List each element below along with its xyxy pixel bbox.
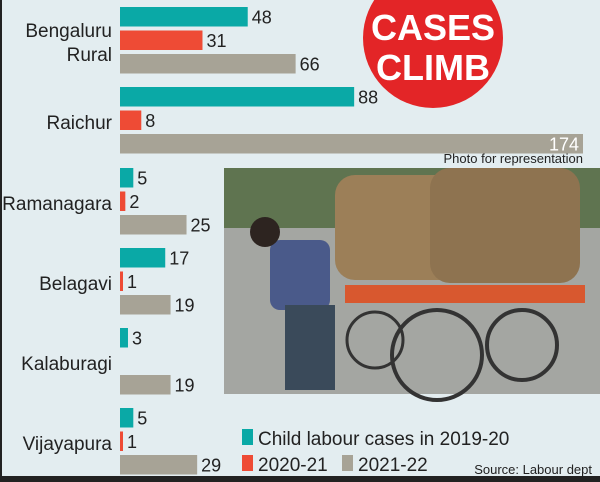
category-label: Raichur [47,113,113,134]
bar-ramanagara-1 [120,191,126,211]
data-label: 29 [201,456,221,476]
data-label: 88 [358,88,378,108]
bar-bengaluru-rural-1 [120,30,203,50]
bar-raichur-0 [120,87,355,107]
data-label: 174 [549,135,579,155]
legend-label-2019-20: Child labour cases in 2019-20 [258,429,509,450]
bar-vijayapura-0 [120,408,134,428]
data-label: 1 [127,432,137,452]
category-label: Rural [67,45,112,66]
data-label: 2 [129,192,139,212]
data-label: 48 [252,8,272,28]
category-label: Vijayapura [23,434,113,455]
badge-line-1: CASES [371,7,495,48]
bar-vijayapura-2 [120,455,198,475]
source-note: Source: Labour dept [474,462,592,477]
legend-swatch-2021-22 [342,455,353,471]
legend-label-2021-22: 2021-22 [358,455,428,476]
photo-caption: Photo for representation [444,151,583,166]
category-label: Kalaburagi [21,354,112,375]
data-label: 19 [175,376,195,396]
cases-climb-badge: CASES CLIMB [363,0,503,108]
bar-kalaburagi-2 [120,375,171,395]
data-label: 1 [127,272,137,292]
bar-ramanagara-2 [120,215,187,235]
category-label: Bengaluru [25,21,112,42]
bar-belagavi-2 [120,295,171,315]
legend: Child labour cases in 2019-20 2020-21 20… [242,429,509,476]
data-label: 5 [137,409,147,429]
bar-kalaburagi-0 [120,328,128,348]
bar-vijayapura-1 [120,431,123,451]
category-label: Ramanagara [2,194,112,215]
data-label: 17 [169,249,189,269]
data-label: 3 [132,329,142,349]
data-label: 25 [191,216,211,236]
data-label: 19 [175,296,195,316]
photo [224,168,600,402]
legend-label-2020-21: 2020-21 [258,455,328,476]
legend-swatch-2019-20 [242,429,253,445]
data-label: 31 [206,31,226,51]
bar-bengaluru-rural-2 [120,54,296,74]
legend-swatch-2020-21 [242,455,253,471]
bar-bengaluru-rural-0 [120,7,248,27]
data-label: 5 [137,169,147,189]
bar-ramanagara-0 [120,168,134,188]
bar-raichur-1 [120,110,142,130]
data-label: 8 [145,111,155,131]
bar-belagavi-0 [120,248,166,268]
bar-belagavi-1 [120,271,123,291]
data-label: 66 [300,55,320,75]
badge-line-2: CLIMB [376,47,490,88]
bar-raichur-2 [120,134,583,154]
category-label: Belagavi [39,274,112,295]
